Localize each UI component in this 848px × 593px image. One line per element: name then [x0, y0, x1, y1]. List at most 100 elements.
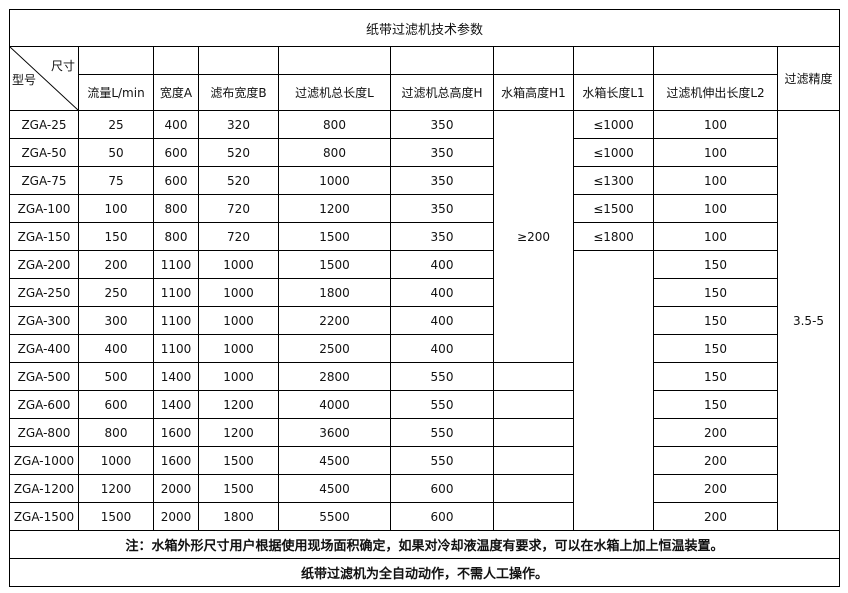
- table-cell: 1000: [198, 362, 279, 391]
- table-cell: 2000: [153, 502, 199, 531]
- table-cell: 50: [78, 138, 154, 167]
- table-cell: ZGA-25: [9, 110, 79, 139]
- column-header: 水箱高度H1: [493, 74, 574, 111]
- note-1: 注：水箱外形尺寸用户根据使用现场面积确定，如果对冷却液温度有要求，可以在水箱上加…: [8, 530, 841, 559]
- table-cell: 3.5-5: [776, 110, 841, 531]
- table-cell: 720: [198, 222, 279, 251]
- table-cell: 400: [390, 306, 494, 335]
- table-cell: ≤1000: [573, 138, 654, 167]
- table-cell: 150: [653, 334, 778, 363]
- table-row: ZGA-400 400 1100 1000 2500 400 150: [9, 334, 840, 363]
- table-cell: 1600: [153, 418, 199, 447]
- table-cell: 200: [653, 474, 778, 503]
- table-cell: ≤1800: [573, 222, 654, 251]
- table-cell: 550: [390, 362, 494, 391]
- table-cell: 1800: [198, 502, 279, 531]
- column-header: 过滤机总高度H: [390, 74, 494, 111]
- table-cell: [493, 474, 574, 503]
- table-cell: 4500: [278, 446, 391, 475]
- table-cell: ZGA-800: [9, 418, 79, 447]
- table-cell: 400: [78, 334, 154, 363]
- column-header: 流量L/min: [78, 74, 154, 111]
- table-cell: 100: [653, 110, 778, 139]
- table-cell: 250: [78, 278, 154, 307]
- table-cell: 1100: [153, 334, 199, 363]
- table-cell: 200: [653, 446, 778, 475]
- table-row: ZGA-250 250 1100 1000 1800 400 150: [9, 278, 840, 307]
- spec-table: 纸带过滤机技术参数 尺寸 型号 过滤精度 流量L/min 宽度A 滤布宽度B 过滤机总…: [8, 9, 841, 587]
- table-cell: 300: [78, 306, 154, 335]
- table-cell: ZGA-300: [9, 306, 79, 335]
- table-cell: 1200: [198, 390, 279, 419]
- table-cell: 3600: [278, 418, 391, 447]
- column-header: 滤布宽度B: [198, 74, 279, 111]
- table-cell: 1500: [78, 502, 154, 531]
- table-cell: 1200: [198, 418, 279, 447]
- table-row: ZGA-50 50 600 520 800 350 ≤1000 100: [9, 138, 840, 167]
- table-cell: 600: [153, 166, 199, 195]
- table-cell: ≤1300: [573, 166, 654, 195]
- table-cell: 350: [390, 194, 494, 223]
- table-cell: ZGA-1500: [9, 502, 79, 531]
- table-cell: 800: [153, 222, 199, 251]
- table-row: ZGA-500 500 1400 1000 2800 550 150: [9, 362, 840, 391]
- table-cell: ZGA-500: [9, 362, 79, 391]
- table-cell: 400: [390, 250, 494, 279]
- table-cell: 600: [78, 390, 154, 419]
- table-cell: 400: [153, 110, 199, 139]
- table-cell: ≥200: [493, 110, 574, 363]
- table-cell: 100: [78, 194, 154, 223]
- table-cell: 200: [653, 502, 778, 531]
- corner-model-label: 型号: [12, 73, 37, 87]
- table-cell: 2800: [278, 362, 391, 391]
- corner-size-label: 尺寸: [50, 59, 75, 73]
- corner-header: 尺寸 型号: [9, 46, 79, 111]
- column-header: 宽度A: [153, 74, 199, 111]
- table-cell: 800: [153, 194, 199, 223]
- table-cell: 1500: [278, 250, 391, 279]
- table-cell: 400: [390, 278, 494, 307]
- table-cell: 1500: [198, 474, 279, 503]
- table-cell: 1100: [153, 306, 199, 335]
- table-cell: ZGA-1000: [9, 446, 79, 475]
- table-cell: 1000: [198, 306, 279, 335]
- table-cell: 100: [653, 166, 778, 195]
- table-cell: ZGA-400: [9, 334, 79, 363]
- table-cell: 1500: [278, 222, 391, 251]
- table-cell: [493, 418, 574, 447]
- table-cell: ZGA-50: [9, 138, 79, 167]
- table-cell: ≤1500: [573, 194, 654, 223]
- table-cell: 1100: [153, 250, 199, 279]
- table-cell: [573, 250, 654, 531]
- table-row: ZGA-75 75 600 520 1000 350 ≤1300 100: [9, 166, 840, 195]
- table-cell: ZGA-1200: [9, 474, 79, 503]
- table-cell: 2500: [278, 334, 391, 363]
- table-cell: 1400: [153, 390, 199, 419]
- table-cell: 350: [390, 110, 494, 139]
- table-cell: 150: [78, 222, 154, 251]
- table-cell: 550: [390, 446, 494, 475]
- table-cell: ZGA-75: [9, 166, 79, 195]
- table-cell: 550: [390, 390, 494, 419]
- table-cell: 400: [390, 334, 494, 363]
- table-cell: 150: [653, 250, 778, 279]
- table-row: ZGA-1500 1500 2000 1800 5500 600 200: [9, 502, 840, 531]
- table-cell: 500: [78, 362, 154, 391]
- table-cell: [493, 390, 574, 419]
- table-row: ZGA-600 600 1400 1200 4000 550 150: [9, 390, 840, 419]
- table-row: ZGA-100 100 800 720 1200 350 ≤1500 100: [9, 194, 840, 223]
- table-cell: 200: [653, 418, 778, 447]
- table-cell: ZGA-600: [9, 390, 79, 419]
- table-cell: 350: [390, 166, 494, 195]
- table-cell: 4000: [278, 390, 391, 419]
- table-cell: 2000: [153, 474, 199, 503]
- note-2: 纸带过滤机为全自动动作，不需人工操作。: [8, 558, 841, 587]
- table-row: ZGA-1200 1200 2000 1500 4500 600 200: [9, 474, 840, 503]
- table-cell: 600: [153, 138, 199, 167]
- table-cell: 1600: [153, 446, 199, 475]
- table-row: ZGA-200 200 1100 1000 1500 400 150: [9, 250, 840, 531]
- table-row: ZGA-150 150 800 720 1500 350 ≤1800 100: [9, 222, 840, 251]
- column-header: 水箱长度L1: [573, 74, 654, 111]
- table-cell: ZGA-200: [9, 250, 79, 279]
- column-header: 过滤机总长度L: [278, 74, 391, 111]
